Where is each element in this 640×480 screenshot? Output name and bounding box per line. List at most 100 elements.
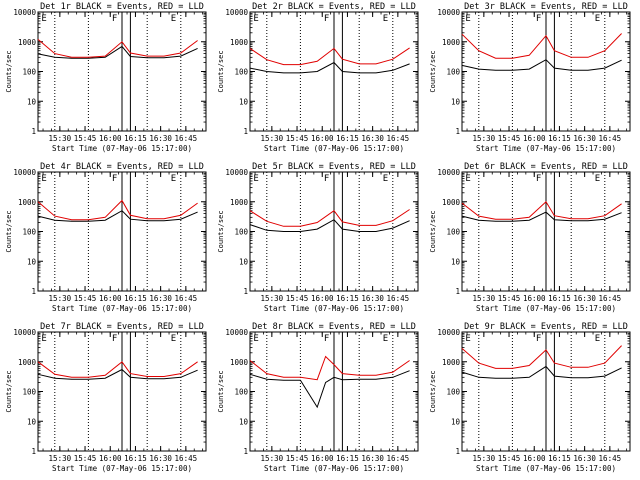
x-tick-label: 16:00 <box>311 454 334 463</box>
corner-mark: F <box>324 14 329 24</box>
x-axis-label: Start Time (07-May-06 15:17:00) <box>264 464 404 473</box>
events-series-line <box>37 45 198 59</box>
corner-mark: E <box>41 334 46 344</box>
y-tick-label: 1 <box>243 447 248 456</box>
x-tick-label: 15:30 <box>261 454 284 463</box>
x-tick-label: 16:45 <box>175 454 198 463</box>
lld-series-line <box>249 47 410 66</box>
chart-panel: Det 8r BLACK = Events, RED = LLD 1 10 100 10… <box>217 322 419 473</box>
y-tick-label: 1 <box>31 447 36 456</box>
x-tick-label: 16:45 <box>175 294 198 303</box>
y-tick-label: 1000 <box>442 198 461 207</box>
x-axis-label: Start Time (07-May-06 15:17:00) <box>264 144 404 153</box>
x-tick-label: 16:15 <box>124 454 147 463</box>
y-tick-label: 10000 <box>437 8 460 17</box>
y-tick-label: 1000 <box>442 358 461 367</box>
x-axis-label: Start Time (07-May-06 15:17:00) <box>476 464 616 473</box>
x-tick-label: 16:00 <box>311 294 334 303</box>
x-tick-label: 15:45 <box>286 134 309 143</box>
chart-title: Det 7r BLACK = Events, RED = LLD <box>40 322 204 332</box>
x-tick-label: 15:45 <box>74 134 97 143</box>
x-tick-label: 15:30 <box>473 294 496 303</box>
chart-title: Det 3r BLACK = Events, RED = LLD <box>464 2 628 12</box>
y-tick-label: 1 <box>455 127 460 136</box>
x-tick-label: 15:30 <box>261 294 284 303</box>
y-axis-label: Counts/sec <box>217 210 225 252</box>
x-tick-label: 16:15 <box>124 134 147 143</box>
corner-mark: E <box>171 174 176 184</box>
x-tick-label: 16:15 <box>124 294 147 303</box>
events-series-line <box>461 211 622 222</box>
chart-panel: Det 6r BLACK = Events, RED = LLD 1 10 100 10… <box>429 162 631 313</box>
y-tick-label: 10 <box>27 417 37 426</box>
x-tick-label: 15:45 <box>74 294 97 303</box>
y-tick-label: 10 <box>451 417 461 426</box>
x-tick-label: 16:45 <box>387 294 410 303</box>
y-tick-label: 10 <box>451 257 461 266</box>
events-series-line <box>461 59 622 71</box>
x-tick-label: 16:00 <box>523 134 546 143</box>
chart-panel: Det 4r BLACK = Events, RED = LLD 1 10 100 10… <box>5 162 207 313</box>
y-tick-label: 10 <box>451 97 461 106</box>
lld-series-line <box>249 355 410 381</box>
corner-mark: E <box>465 14 470 24</box>
corner-mark: E <box>171 334 176 344</box>
y-axis-label: Counts/sec <box>5 370 13 412</box>
lld-series-line <box>461 345 622 369</box>
corner-mark: F <box>536 174 541 184</box>
y-tick-label: 1 <box>243 287 248 296</box>
events-series-line <box>249 61 410 74</box>
x-tick-label: 16:45 <box>599 294 622 303</box>
x-tick-label: 15:45 <box>498 294 521 303</box>
x-tick-label: 16:45 <box>175 134 198 143</box>
chart-title: Det 5r BLACK = Events, RED = LLD <box>252 162 416 172</box>
x-axis-label: Start Time (07-May-06 15:17:00) <box>52 464 192 473</box>
corner-mark: E <box>41 174 46 184</box>
x-axis-label: Start Time (07-May-06 15:17:00) <box>476 304 616 313</box>
x-tick-label: 15:45 <box>498 134 521 143</box>
y-tick-label: 10000 <box>13 328 36 337</box>
x-tick-label: 15:30 <box>261 134 284 143</box>
y-tick-label: 100 <box>22 68 36 77</box>
x-tick-label: 16:00 <box>523 294 546 303</box>
y-tick-label: 1000 <box>230 358 249 367</box>
x-tick-label: 16:45 <box>599 454 622 463</box>
x-tick-label: 15:45 <box>286 294 309 303</box>
x-axis-label: Start Time (07-May-06 15:17:00) <box>476 144 616 153</box>
y-tick-label: 1 <box>31 287 36 296</box>
y-tick-label: 100 <box>234 388 248 397</box>
corner-mark: E <box>465 334 470 344</box>
y-tick-label: 10 <box>27 257 37 266</box>
x-tick-label: 16:00 <box>99 134 122 143</box>
x-axis-label: Start Time (07-May-06 15:17:00) <box>264 304 404 313</box>
y-tick-label: 1000 <box>18 38 37 47</box>
y-tick-label: 100 <box>22 388 36 397</box>
corner-mark: E <box>171 14 176 24</box>
corner-mark: F <box>324 174 329 184</box>
events-series-line <box>249 219 410 232</box>
x-tick-label: 16:15 <box>548 294 571 303</box>
y-tick-label: 1000 <box>442 38 461 47</box>
lld-series-line <box>37 39 198 58</box>
y-tick-label: 1000 <box>18 198 37 207</box>
y-tick-label: 10000 <box>225 328 248 337</box>
events-series-line <box>249 370 410 409</box>
corner-mark: F <box>112 14 117 24</box>
y-axis-label: Counts/sec <box>429 50 437 92</box>
y-tick-label: 10000 <box>437 168 460 177</box>
x-tick-label: 16:00 <box>99 294 122 303</box>
chart-panel: Det 7r BLACK = Events, RED = LLD 1 10 100 10… <box>5 322 207 473</box>
chart-panel: Det 3r BLACK = Events, RED = LLD 1 10 100 10… <box>429 2 631 153</box>
lld-series-line <box>37 361 198 378</box>
y-axis-label: Counts/sec <box>217 370 225 412</box>
x-tick-label: 16:30 <box>573 294 596 303</box>
chart-title: Det 4r BLACK = Events, RED = LLD <box>40 162 204 172</box>
y-tick-label: 1 <box>455 287 460 296</box>
y-axis-label: Counts/sec <box>429 210 437 252</box>
x-tick-label: 15:30 <box>49 454 72 463</box>
x-tick-label: 16:15 <box>336 294 359 303</box>
x-tick-label: 15:30 <box>49 294 72 303</box>
x-tick-label: 16:00 <box>311 134 334 143</box>
corner-mark: E <box>41 14 46 24</box>
y-tick-label: 100 <box>22 228 36 237</box>
